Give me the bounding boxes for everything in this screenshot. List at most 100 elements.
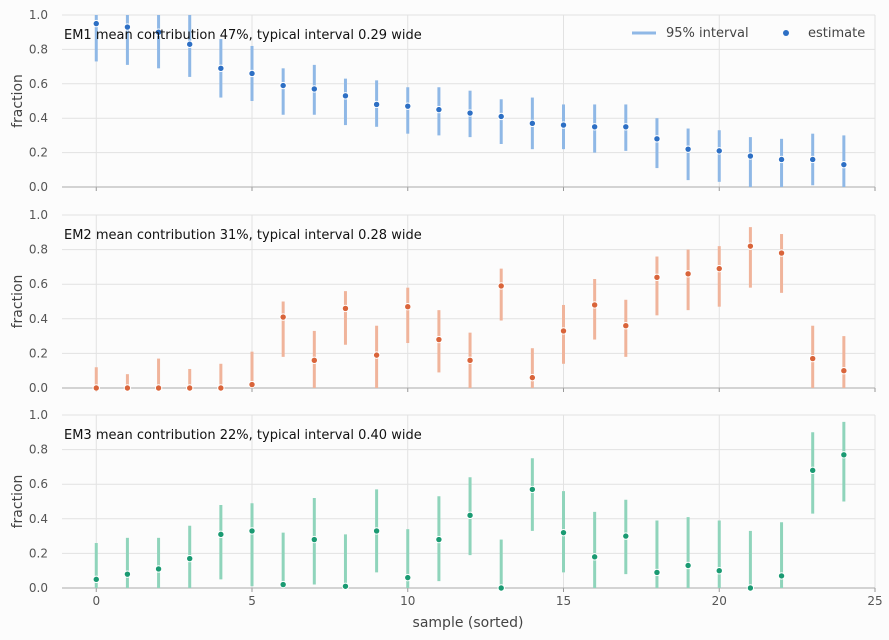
estimate-point xyxy=(809,155,817,164)
estimate-point xyxy=(435,105,443,114)
estimate-point xyxy=(590,123,599,131)
estimate-point xyxy=(123,384,132,392)
estimate-point xyxy=(559,327,568,335)
x-tick-label: 10 xyxy=(400,594,415,608)
estimate-point xyxy=(622,532,630,540)
estimate-point xyxy=(746,584,755,592)
estimate-point xyxy=(341,582,350,590)
estimate-point xyxy=(497,282,505,290)
legend-estimate-label: estimate xyxy=(808,26,865,41)
x-tick-label: 5 xyxy=(248,594,256,608)
estimate-point xyxy=(809,354,817,363)
y-tick-label: 0.4 xyxy=(29,111,48,125)
y-tick-label: 0.6 xyxy=(29,477,48,491)
estimate-point xyxy=(217,64,225,73)
y-tick-label: 0.0 xyxy=(29,180,48,194)
estimate-point xyxy=(248,380,256,389)
estimate-point xyxy=(341,304,350,313)
estimate-point xyxy=(746,152,755,160)
estimate-point xyxy=(777,155,786,164)
estimate-point xyxy=(840,367,848,375)
estimate-point xyxy=(559,121,568,129)
estimate-point xyxy=(715,147,723,155)
estimate-point xyxy=(92,575,100,584)
y-tick-label: 0.6 xyxy=(29,277,48,291)
estimate-point xyxy=(435,535,443,544)
estimate-point xyxy=(684,145,692,153)
y-axis-label: fraction xyxy=(10,475,26,529)
y-tick-label: 1.0 xyxy=(29,208,48,222)
estimate-point xyxy=(590,553,599,561)
panel-annotation: EM3 mean contribution 22%, typical inter… xyxy=(64,428,422,443)
estimate-point xyxy=(372,527,381,535)
estimate-point xyxy=(497,584,505,592)
estimate-point xyxy=(154,384,163,392)
x-tick-label: 25 xyxy=(867,594,882,608)
x-tick-label: 15 xyxy=(556,594,571,608)
estimate-point xyxy=(154,565,163,573)
estimate-point xyxy=(186,40,194,48)
y-tick-label: 0.8 xyxy=(29,243,48,257)
estimate-point xyxy=(528,119,537,128)
estimate-point xyxy=(777,249,786,257)
estimate-point xyxy=(746,242,755,250)
estimate-point xyxy=(466,356,474,365)
estimate-point xyxy=(653,135,661,143)
y-tick-label: 0.2 xyxy=(29,146,48,160)
y-tick-label: 0.6 xyxy=(29,77,48,91)
y-tick-label: 0.4 xyxy=(29,312,48,326)
estimate-point xyxy=(279,81,287,90)
y-tick-label: 0.8 xyxy=(29,443,48,457)
legend-estimate-swatch xyxy=(783,30,789,36)
panel-em3: 0.0 0.2 0.4 0.6 0.8 1.0 0 5 10 15 20 25 fraction EM3 … xyxy=(10,408,883,608)
estimate-point xyxy=(92,384,100,392)
estimate-point xyxy=(809,466,817,475)
legend-interval-label: 95% interval xyxy=(666,26,749,41)
y-axis-label: fraction xyxy=(10,74,26,128)
legend: 95% interval estimate xyxy=(632,26,865,41)
estimate-point xyxy=(466,511,474,520)
y-tick-label: 0.8 xyxy=(29,42,48,56)
estimate-point xyxy=(217,384,225,392)
estimate-point xyxy=(341,92,350,100)
estimate-point xyxy=(310,85,319,93)
y-tick-label: 0.0 xyxy=(29,581,48,595)
estimate-point xyxy=(528,485,537,494)
estimate-point xyxy=(248,527,256,535)
x-tick-label: 0 xyxy=(92,594,100,608)
estimate-point xyxy=(186,384,194,392)
estimate-point xyxy=(154,28,163,36)
estimate-point xyxy=(435,335,443,344)
estimate-point xyxy=(123,570,132,578)
estimate-point xyxy=(186,554,194,563)
estimate-point xyxy=(684,561,692,570)
panel-annotation: EM1 mean contribution 47%, typical inter… xyxy=(64,28,422,43)
estimate-point xyxy=(279,580,287,589)
y-axis-label: fraction xyxy=(10,275,26,329)
y-tick-label: 1.0 xyxy=(29,8,48,22)
estimate-point xyxy=(92,19,100,28)
y-tick-label: 0.2 xyxy=(29,546,48,560)
estimate-point xyxy=(497,112,505,121)
estimate-point xyxy=(372,100,381,109)
estimate-point xyxy=(123,23,132,31)
estimate-point xyxy=(248,69,256,78)
estimate-point xyxy=(840,451,848,459)
panel-em1: 0.0 0.2 0.4 0.6 0.8 1.0 fraction EM1 mean contr… xyxy=(10,8,876,194)
estimate-point xyxy=(466,109,474,117)
y-tick-label: 0.2 xyxy=(29,346,48,360)
estimate-point xyxy=(528,373,537,382)
x-axis-label: sample (sorted) xyxy=(413,615,524,631)
y-tick-label: 1.0 xyxy=(29,408,48,422)
panel-em2: 0.0 0.2 0.4 0.6 0.8 1.0 fraction EM2 mean contr… xyxy=(10,208,876,395)
y-tick-label: 0.4 xyxy=(29,512,48,526)
estimate-point xyxy=(217,530,225,539)
estimate-point xyxy=(715,567,723,575)
estimate-point xyxy=(559,528,568,537)
estimate-point xyxy=(590,301,599,309)
estimate-point xyxy=(310,535,319,544)
estimate-point xyxy=(840,160,848,169)
y-tick-label: 0.0 xyxy=(29,381,48,395)
estimate-point xyxy=(372,351,381,359)
